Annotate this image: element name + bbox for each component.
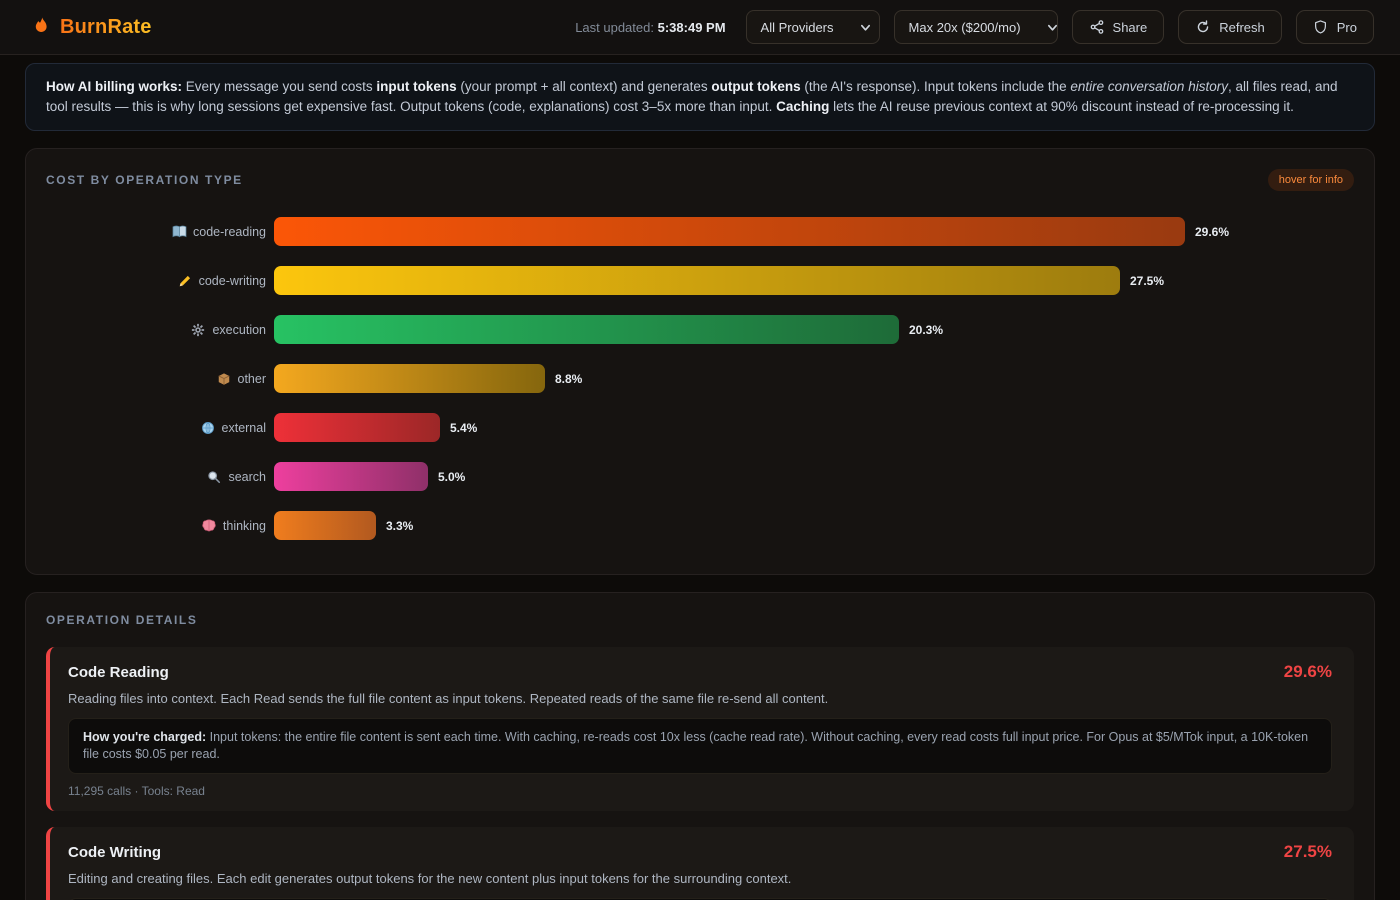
billing-info-banner: How AI billing works: Every message you … — [25, 63, 1375, 131]
bar-value-external: 5.4% — [450, 420, 478, 435]
bar-value-thinking: 3.3% — [386, 518, 414, 533]
how-you-are-charged-box: How you're charged: Input tokens: the en… — [68, 718, 1332, 774]
detail-card-footer: 11,295 calls · Tools: Read — [68, 784, 205, 798]
bar-other[interactable] — [274, 364, 545, 393]
detail-card-title: Code Writing — [68, 844, 162, 861]
provider-select-value: All Providers — [760, 19, 834, 35]
flame-icon — [34, 17, 50, 35]
globe-icon — [200, 420, 216, 436]
billing-info-text: How AI billing works: Every message you … — [46, 79, 1338, 114]
bar-label-thinking: thinking — [46, 518, 274, 534]
detail-card-title: Code Reading — [68, 664, 169, 681]
bar-label-code-reading: code-reading — [46, 224, 274, 240]
bar-label-other: other — [46, 371, 274, 387]
bar-row-code-reading[interactable]: code-reading 29.6% — [46, 217, 1354, 246]
last-updated: Last updated: 5:38:49 PM — [575, 20, 725, 35]
detail-card-code-writing: Code Writing 27.5% Editing and creating fi… — [46, 827, 1354, 900]
plan-select[interactable]: Max 20x ($200/mo) — [893, 10, 1058, 44]
app-title: BurnRate — [60, 15, 152, 38]
hover-for-info-badge: hover for info — [1267, 169, 1354, 191]
bar-row-execution[interactable]: execution 20.3% — [46, 315, 1354, 344]
pro-label: Pro — [1336, 19, 1357, 35]
detail-card-description: Editing and creating files. Each edit ge… — [68, 871, 792, 886]
bar-label-code-writing: code-writing — [46, 273, 274, 289]
provider-select[interactable]: All Providers — [745, 10, 880, 44]
refresh-button[interactable]: Refresh — [1178, 10, 1282, 44]
bar-row-other[interactable]: other 8.8% — [46, 364, 1354, 393]
pro-button[interactable]: Pro — [1295, 10, 1374, 44]
bar-row-search[interactable]: search 5.0% — [46, 462, 1354, 491]
bar-code-writing[interactable] — [274, 266, 1120, 295]
detail-card-description: Reading files into context. Each Read se… — [68, 691, 829, 706]
bar-row-external[interactable]: external 5.4% — [46, 413, 1354, 442]
bar-value-code-writing: 27.5% — [1130, 273, 1165, 288]
detail-card-percentage: 27.5% — [1283, 842, 1332, 861]
chevron-down-icon — [860, 19, 871, 35]
chart-title: COST BY OPERATION TYPE — [46, 173, 243, 187]
bar-label-search: search — [46, 469, 274, 485]
detail-card-code-reading: Code Reading 29.6% Reading files into cont… — [46, 647, 1354, 811]
bar-execution[interactable] — [274, 315, 899, 344]
last-updated-label: Last updated: — [575, 19, 654, 35]
brain-icon — [201, 518, 217, 534]
details-title: OPERATION DETAILS — [46, 613, 198, 627]
share-icon — [1089, 19, 1105, 35]
bar-thinking[interactable] — [274, 511, 376, 540]
detail-cards: Code Reading 29.6% Reading files into cont… — [46, 647, 1354, 900]
package-icon — [216, 371, 232, 387]
bar-label-external: external — [46, 420, 274, 436]
plan-select-value: Max 20x ($200/mo) — [908, 19, 1021, 35]
share-label: Share — [1112, 19, 1148, 35]
refresh-icon — [1195, 19, 1211, 35]
detail-card-percentage: 29.6% — [1283, 662, 1332, 681]
operation-details-section: OPERATION DETAILS Code Reading 29.6% Readi… — [25, 592, 1375, 900]
bar-row-code-writing[interactable]: code-writing 27.5% — [46, 266, 1354, 295]
brand: BurnRate — [34, 16, 152, 39]
pencil-icon — [177, 273, 193, 289]
share-button[interactable]: Share — [1071, 10, 1165, 44]
cost-by-operation-card: COST BY OPERATION TYPE hover for info co… — [25, 148, 1375, 575]
bar-value-execution: 20.3% — [909, 322, 944, 337]
bar-value-search: 5.0% — [438, 469, 466, 484]
bar-code-reading[interactable] — [274, 217, 1185, 246]
app-header: BurnRate Last updated: 5:38:49 PM All Pr… — [0, 0, 1400, 55]
bar-chart: code-reading 29.6% code-writing 27.5% execut… — [46, 217, 1354, 540]
bar-search[interactable] — [274, 462, 428, 491]
refresh-label: Refresh — [1219, 19, 1265, 35]
shield-icon — [1313, 19, 1329, 35]
gear-icon — [190, 322, 206, 338]
bar-label-execution: execution — [46, 322, 274, 338]
bar-row-thinking[interactable]: thinking 3.3% — [46, 511, 1354, 540]
chevron-down-icon — [1047, 19, 1058, 35]
bar-value-other: 8.8% — [555, 371, 583, 386]
last-updated-time: 5:38:49 PM — [657, 19, 726, 35]
bar-external[interactable] — [274, 413, 440, 442]
magnifier-icon — [206, 469, 222, 485]
bar-value-code-reading: 29.6% — [1195, 224, 1230, 239]
book-icon — [171, 224, 187, 240]
